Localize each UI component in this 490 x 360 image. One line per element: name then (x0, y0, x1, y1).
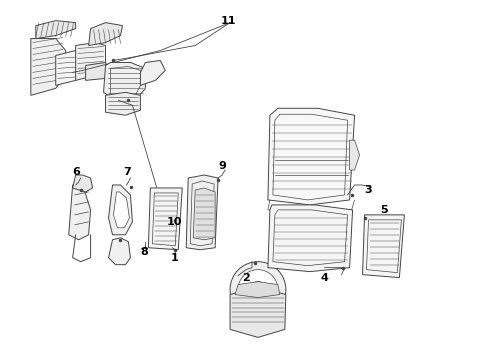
Circle shape (374, 250, 394, 270)
Polygon shape (186, 175, 218, 250)
Polygon shape (69, 185, 91, 240)
Circle shape (116, 212, 127, 224)
Polygon shape (103, 62, 146, 100)
Polygon shape (108, 238, 130, 265)
Text: 11: 11 (220, 15, 236, 26)
Circle shape (294, 232, 330, 268)
Circle shape (309, 152, 315, 158)
Text: 7: 7 (123, 167, 131, 177)
Circle shape (230, 262, 286, 318)
Text: 8: 8 (141, 247, 148, 257)
Text: 2: 2 (242, 273, 250, 283)
Circle shape (238, 270, 278, 310)
Text: 4: 4 (321, 273, 329, 283)
Polygon shape (268, 108, 355, 205)
Polygon shape (363, 215, 404, 278)
Polygon shape (230, 287, 286, 337)
Text: 6: 6 (73, 167, 80, 177)
Polygon shape (89, 23, 122, 45)
Polygon shape (105, 92, 141, 115)
Polygon shape (31, 39, 66, 95)
Text: 1: 1 (171, 253, 178, 263)
Polygon shape (108, 185, 132, 235)
Text: 9: 9 (218, 161, 226, 171)
Polygon shape (73, 175, 93, 192)
Polygon shape (235, 282, 280, 298)
Circle shape (199, 210, 209, 220)
Circle shape (304, 242, 319, 258)
Text: 3: 3 (365, 185, 372, 195)
Text: 5: 5 (381, 205, 388, 215)
Polygon shape (349, 140, 360, 170)
Polygon shape (36, 21, 75, 39)
Polygon shape (56, 50, 86, 85)
Polygon shape (268, 205, 353, 272)
Polygon shape (114, 192, 129, 228)
Polygon shape (148, 188, 182, 250)
Polygon shape (193, 188, 215, 240)
Text: 10: 10 (167, 217, 182, 227)
Polygon shape (86, 62, 108, 80)
Polygon shape (141, 60, 165, 85)
Circle shape (250, 282, 266, 298)
Circle shape (117, 251, 124, 259)
Polygon shape (75, 42, 105, 80)
